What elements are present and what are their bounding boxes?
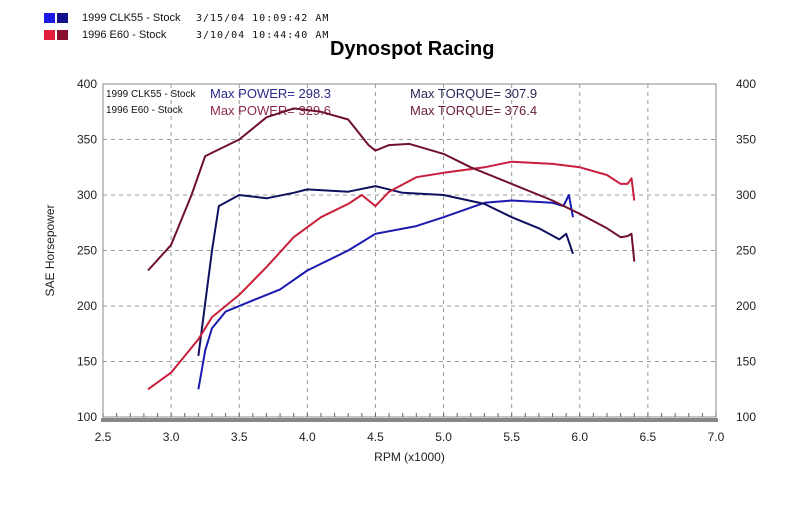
x-tick-label: 6.0 <box>571 430 588 444</box>
y-tick-label-right: 200 <box>736 299 756 313</box>
series-line <box>147 107 636 272</box>
torque-color-swatch <box>57 30 68 40</box>
x-tick-label: 4.5 <box>367 430 384 444</box>
max-annotation: Max POWER= 298.3 <box>210 86 331 101</box>
legend-date: 3/10/04 10:44:40 AM <box>196 29 330 41</box>
power-color-swatch <box>44 30 55 40</box>
y-tick-label-left: 100 <box>77 410 97 424</box>
legend-row-e60: 1996 E60 - Stock 3/10/04 10:44:40 AM <box>44 28 328 42</box>
x-tick-label: 3.5 <box>231 430 248 444</box>
y-tick-label-right: 150 <box>736 355 756 369</box>
y-tick-label-left: 350 <box>77 133 97 147</box>
inner-legend-item: 1996 E60 - Stock <box>106 105 184 116</box>
y-axis-label: SAE Horsepower <box>43 204 57 296</box>
x-tick-label: 5.5 <box>503 430 520 444</box>
y-tick-label-left: 250 <box>77 244 97 258</box>
x-tick-label: 7.0 <box>708 430 725 444</box>
y-tick-label-right: 250 <box>736 244 756 258</box>
series-line <box>147 160 636 391</box>
x-axis-bar <box>101 418 718 422</box>
max-annotation: Max POWER= 329.6 <box>210 103 331 118</box>
series-line <box>197 194 574 390</box>
torque-color-swatch <box>57 13 68 23</box>
x-tick-label: 3.0 <box>163 430 180 444</box>
max-annotation: Max TORQUE= 307.9 <box>410 86 537 101</box>
legend-date: 3/15/04 10:09:42 AM <box>196 12 330 24</box>
y-tick-label-left: 200 <box>77 299 97 313</box>
x-tick-label: 6.5 <box>640 430 657 444</box>
y-tick-label-right: 350 <box>736 133 756 147</box>
legend-name: 1999 CLK55 - Stock <box>82 12 181 24</box>
x-tick-label: 4.0 <box>299 430 316 444</box>
power-color-swatch <box>44 13 55 23</box>
y-tick-label-right: 300 <box>736 188 756 202</box>
y-tick-label-left: 300 <box>77 188 97 202</box>
series-line <box>197 185 574 357</box>
inner-legend-item: 1999 CLK55 - Stock <box>106 89 196 100</box>
legend-row-clk55: 1999 CLK55 - Stock 3/15/04 10:09:42 AM <box>44 11 328 25</box>
max-annotation: Max TORQUE= 376.4 <box>410 103 537 118</box>
y-tick-label-left: 400 <box>77 77 97 91</box>
x-axis-label: RPM (x1000) <box>374 450 445 464</box>
x-tick-label: 2.5 <box>95 430 112 444</box>
chart-title: Dynospot Racing <box>330 38 495 60</box>
y-tick-label-right: 100 <box>736 410 756 424</box>
y-tick-label-right: 400 <box>736 77 756 91</box>
legend-name: 1996 E60 - Stock <box>82 29 167 41</box>
x-tick-label: 5.0 <box>435 430 452 444</box>
y-tick-label-left: 150 <box>77 355 97 369</box>
